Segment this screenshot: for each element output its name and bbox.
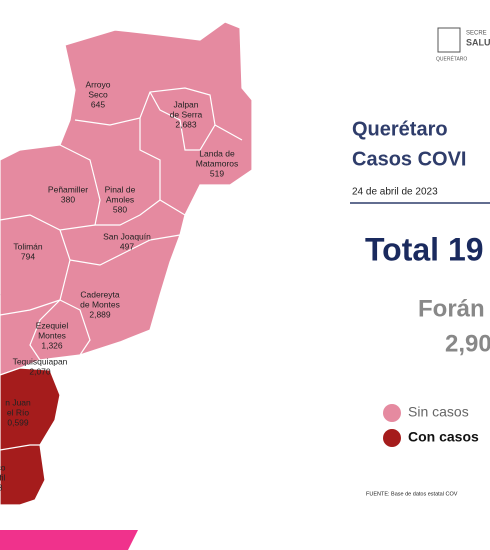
municipality-label: 0,599 [7, 417, 29, 427]
logo-text: SALU [466, 37, 490, 47]
municipality-label: Tolimán [13, 241, 43, 251]
municipality-label: Tequisquiapan [13, 356, 68, 366]
municipality-label: Cadereyta [80, 289, 119, 299]
logo-text: SECRE [466, 31, 487, 37]
legend-label: Sin casos [408, 404, 469, 420]
border [74, 87, 243, 141]
total: Total 19 [365, 231, 484, 267]
border [29, 299, 61, 361]
municipality-label: ico [0, 462, 6, 472]
foreign-value: 2,90 [445, 330, 490, 357]
border [0, 214, 96, 231]
border [69, 234, 181, 266]
municipality-label: de Montes [80, 299, 120, 309]
municipality-label: 580 [113, 204, 127, 214]
municipality-label: 645 [91, 99, 105, 109]
municipality-label: Peñamiller [48, 184, 88, 194]
legend-swatch [383, 404, 401, 422]
municipality-label: de Serra [170, 109, 203, 119]
foreign-label: Forán [418, 295, 485, 322]
legend-label: Con casos [408, 429, 479, 445]
municipality-label: Amoles [106, 194, 134, 204]
municipality-label: Pinal de [105, 184, 136, 194]
border [59, 299, 91, 356]
border [0, 444, 40, 451]
municipality-label: n [0, 278, 1, 288]
municipality-label: 794 [21, 251, 35, 261]
municipality-label: Jalpan [173, 99, 198, 109]
municipality-label: 380 [61, 194, 75, 204]
title: Casos COVI [352, 148, 466, 170]
logo: SECRE SALU QUERÉTARO [436, 27, 490, 62]
border [139, 118, 161, 200]
municipality-label: el Río [7, 407, 29, 417]
municipality-label: Seco [88, 89, 108, 99]
municipality-label: 2,889 [89, 309, 111, 319]
municipality-label: San Joaquín [103, 231, 151, 241]
municipality-label: 2,683 [175, 119, 197, 129]
municipality-label: Arroyo [85, 79, 110, 89]
date: 24 de abril de 2023 [352, 187, 438, 198]
municipality-label: 497 [120, 241, 134, 251]
municipality-label: 2,070 [29, 366, 51, 376]
border [59, 144, 186, 226]
title: Querétaro [352, 118, 448, 140]
footer-bar [0, 530, 138, 550]
legend-swatch [383, 429, 401, 447]
border [149, 91, 216, 151]
municipality-label: 1,326 [41, 340, 63, 350]
municipality-label: n Juan [5, 397, 31, 407]
map [0, 21, 253, 506]
logo-text: QUERÉTARO [436, 55, 467, 62]
municipality-label: Matamoros [196, 158, 239, 168]
municipality-label: Montes [38, 330, 66, 340]
municipality-label: Ezequiel [36, 320, 69, 330]
state-region-dark [0, 367, 61, 506]
municipality-label: 519 [210, 168, 224, 178]
municipality-label: 8 [0, 482, 3, 492]
logo-icon [437, 27, 461, 53]
municipality-label: nfil [0, 472, 6, 482]
municipality-label: 4 [0, 288, 1, 298]
source: FUENTE: Base de datos estatal COV [366, 491, 458, 497]
municipality-label: Landa de [199, 148, 235, 158]
